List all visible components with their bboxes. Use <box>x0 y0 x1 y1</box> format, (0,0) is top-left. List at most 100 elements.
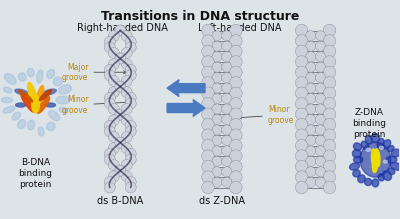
Circle shape <box>323 139 336 152</box>
Ellipse shape <box>38 127 44 136</box>
Circle shape <box>125 98 136 109</box>
Circle shape <box>115 137 126 148</box>
Circle shape <box>323 66 336 79</box>
Circle shape <box>115 53 126 64</box>
Circle shape <box>212 104 222 114</box>
Circle shape <box>108 143 119 154</box>
Circle shape <box>108 104 119 115</box>
Circle shape <box>222 167 232 177</box>
Circle shape <box>202 45 214 58</box>
Circle shape <box>230 24 242 37</box>
Text: Minor
groove: Minor groove <box>62 95 128 115</box>
Circle shape <box>202 77 214 89</box>
Circle shape <box>315 83 326 93</box>
Circle shape <box>202 181 214 194</box>
FancyArrow shape <box>167 100 205 117</box>
Circle shape <box>295 129 308 141</box>
Ellipse shape <box>46 103 56 107</box>
Circle shape <box>202 87 214 100</box>
Circle shape <box>121 171 132 182</box>
Circle shape <box>125 177 136 187</box>
Circle shape <box>306 146 316 156</box>
Circle shape <box>108 132 119 143</box>
Text: Minor
groove: Minor groove <box>238 105 294 125</box>
Circle shape <box>230 66 242 79</box>
Ellipse shape <box>56 96 70 104</box>
Circle shape <box>295 66 308 79</box>
Circle shape <box>104 64 115 75</box>
Circle shape <box>212 146 222 156</box>
Circle shape <box>315 114 326 125</box>
Circle shape <box>125 70 136 81</box>
Circle shape <box>323 129 336 141</box>
Circle shape <box>230 171 242 183</box>
Circle shape <box>202 97 214 110</box>
Ellipse shape <box>377 138 384 149</box>
Ellipse shape <box>375 149 380 167</box>
Circle shape <box>315 94 326 104</box>
Circle shape <box>222 177 232 187</box>
Ellipse shape <box>371 134 380 143</box>
Circle shape <box>125 42 136 53</box>
Ellipse shape <box>358 175 365 183</box>
Circle shape <box>315 31 326 41</box>
Ellipse shape <box>1 97 12 103</box>
Ellipse shape <box>15 89 28 95</box>
Ellipse shape <box>27 68 34 77</box>
Circle shape <box>202 24 214 37</box>
Circle shape <box>230 129 242 141</box>
Ellipse shape <box>53 77 62 86</box>
Circle shape <box>121 132 132 143</box>
Circle shape <box>315 177 326 187</box>
Circle shape <box>295 77 308 89</box>
Circle shape <box>315 135 326 145</box>
Circle shape <box>212 52 222 62</box>
Circle shape <box>315 52 326 62</box>
Circle shape <box>306 72 316 83</box>
Circle shape <box>212 94 222 104</box>
Circle shape <box>323 181 336 194</box>
Circle shape <box>295 139 308 152</box>
Circle shape <box>315 167 326 177</box>
Circle shape <box>212 83 222 93</box>
Text: ds Z-DNA: ds Z-DNA <box>199 196 245 207</box>
Circle shape <box>115 109 126 120</box>
Ellipse shape <box>383 160 387 163</box>
FancyArrow shape <box>167 80 205 97</box>
Ellipse shape <box>353 170 360 177</box>
Ellipse shape <box>18 120 26 129</box>
Circle shape <box>202 160 214 173</box>
Circle shape <box>212 31 222 41</box>
Circle shape <box>222 104 232 114</box>
Circle shape <box>108 160 119 171</box>
Circle shape <box>108 87 119 98</box>
Ellipse shape <box>365 135 372 144</box>
Circle shape <box>222 62 232 72</box>
Circle shape <box>323 45 336 58</box>
Circle shape <box>306 177 316 187</box>
Circle shape <box>212 114 222 125</box>
Circle shape <box>222 52 232 62</box>
Ellipse shape <box>28 83 37 108</box>
Circle shape <box>108 59 119 70</box>
Circle shape <box>323 150 336 162</box>
Circle shape <box>230 118 242 131</box>
Circle shape <box>104 70 115 81</box>
Circle shape <box>306 94 316 104</box>
Ellipse shape <box>4 74 16 84</box>
Text: B-DNA
binding
protein: B-DNA binding protein <box>18 158 52 189</box>
Ellipse shape <box>49 111 60 121</box>
Circle shape <box>121 31 132 42</box>
Circle shape <box>104 42 115 53</box>
Ellipse shape <box>47 69 54 79</box>
Circle shape <box>202 129 214 141</box>
Circle shape <box>202 171 214 183</box>
Ellipse shape <box>382 171 392 180</box>
Ellipse shape <box>3 87 12 93</box>
Circle shape <box>125 36 136 47</box>
Circle shape <box>104 36 115 47</box>
Ellipse shape <box>366 148 371 151</box>
Circle shape <box>121 115 132 126</box>
Circle shape <box>212 135 222 145</box>
Ellipse shape <box>350 163 360 170</box>
